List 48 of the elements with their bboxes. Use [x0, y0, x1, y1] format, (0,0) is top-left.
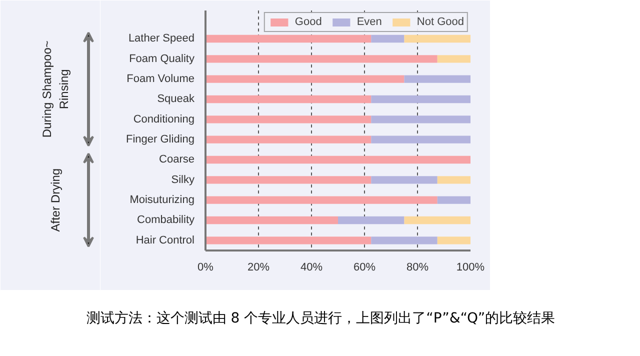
y-tick-label: Foam Volume	[126, 73, 195, 86]
y-tick-label: Combability	[137, 214, 195, 226]
bar	[437, 176, 470, 184]
x-tick-label: 60%	[353, 262, 376, 274]
x-tick-label: 40%	[300, 262, 323, 274]
x-tick-label: 80%	[406, 262, 429, 274]
bar	[404, 75, 470, 83]
x-tick-label: 20%	[247, 262, 270, 274]
text: 测试方法：这个测试由 8 个专业人员进行，上图列出了“P”&“Q”的比较结果	[86, 310, 556, 326]
text: After Drying	[48, 168, 62, 232]
legend-label: Even	[356, 16, 382, 28]
bar	[206, 156, 470, 164]
bar	[206, 136, 372, 144]
bar	[371, 236, 438, 244]
bar	[206, 55, 438, 63]
bar	[371, 34, 404, 43]
y-tick-label: Finger Gliding	[126, 134, 195, 146]
bar	[206, 216, 338, 224]
bar	[437, 196, 470, 204]
y-tick-label: Lather Speed	[128, 32, 195, 45]
bar	[338, 216, 404, 224]
x-tick-label: 0%	[198, 262, 214, 274]
y-tick-label: Silky	[171, 174, 195, 186]
bar	[206, 236, 372, 244]
y-tick-label: Foam Quality	[129, 52, 195, 65]
bar	[437, 236, 470, 244]
bar	[371, 116, 470, 124]
bar	[404, 34, 470, 43]
y-tick-label: Coarse	[159, 154, 195, 166]
bar	[206, 95, 372, 104]
legend-label: Not Good	[416, 16, 464, 28]
bar	[206, 176, 372, 184]
bar	[206, 34, 372, 43]
bar	[371, 95, 470, 104]
y-tick-label: Hair Control	[136, 234, 195, 246]
text: During Shampoo~ Rinsing	[40, 40, 71, 138]
bar	[206, 196, 438, 204]
bar	[371, 176, 438, 184]
bar	[371, 136, 470, 144]
y-tick-label: Conditioning	[133, 113, 194, 126]
bar	[404, 216, 470, 224]
y-tick-label: Squeak	[157, 93, 195, 106]
x-tick-label: 100%	[456, 262, 485, 274]
bar	[206, 116, 372, 124]
legend-label: Good	[294, 16, 322, 28]
bar	[206, 75, 404, 83]
bar	[437, 55, 470, 63]
y-tick-label: Moisuturizing	[130, 194, 195, 206]
